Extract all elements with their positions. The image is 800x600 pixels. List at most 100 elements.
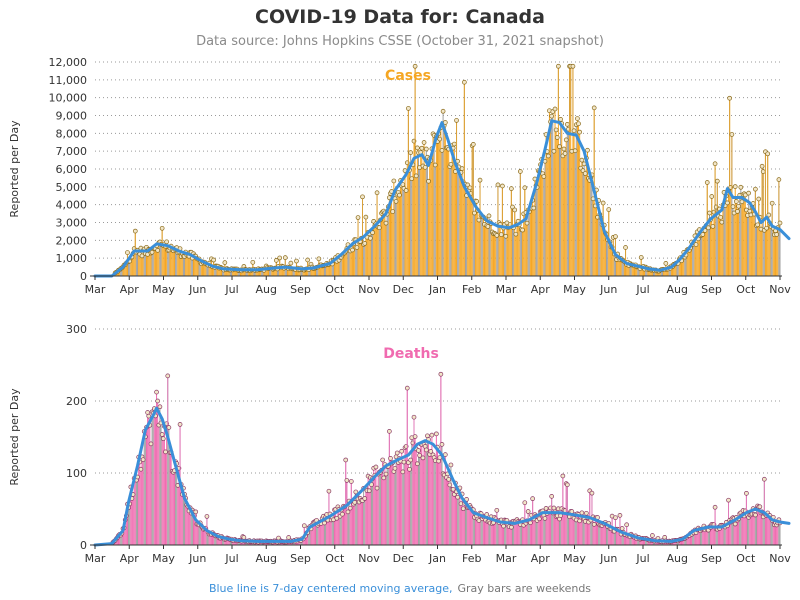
data-bar — [680, 539, 683, 545]
data-bar — [720, 217, 722, 276]
data-bar — [612, 531, 614, 545]
data-bar — [657, 271, 659, 276]
deaths-x-ticks: Mar Apr May Jun Jul Aug Sep Oct Nov Dec Jan Feb Mar A… — [85, 545, 791, 565]
data-bar — [334, 260, 336, 276]
data-bar — [580, 168, 582, 276]
data-bar — [590, 177, 592, 276]
data-point — [165, 373, 171, 379]
data-bar — [365, 217, 367, 276]
data-bar — [757, 505, 759, 545]
data-bar — [700, 530, 702, 545]
data-bar — [441, 150, 443, 276]
data-point — [735, 209, 740, 214]
data-point — [146, 413, 152, 419]
data-bar — [449, 484, 451, 545]
data-bar — [312, 522, 314, 545]
data-bar — [742, 194, 744, 276]
data-bar — [377, 474, 379, 545]
data-point — [760, 169, 766, 174]
data-bar — [451, 489, 453, 545]
data-bar — [501, 523, 503, 545]
data-point — [753, 512, 758, 518]
data-bar — [755, 225, 757, 276]
data-point — [448, 161, 454, 167]
x-tick-label: Nov — [358, 283, 380, 296]
x-tick-label: Sep — [290, 552, 311, 565]
x-tick-label: Mar — [496, 283, 517, 296]
data-bar — [582, 517, 584, 545]
data-bar — [603, 523, 605, 545]
data-bar — [168, 427, 170, 545]
data-point — [381, 475, 387, 481]
data-bar — [747, 215, 749, 276]
data-point — [549, 113, 555, 119]
data-bar — [647, 269, 649, 276]
data-bar — [291, 268, 293, 276]
data-bar — [684, 538, 686, 545]
data-bar — [393, 180, 395, 276]
data-point — [556, 63, 561, 69]
data-bar — [539, 511, 541, 545]
data-point — [739, 199, 745, 205]
data-bar — [419, 455, 421, 545]
data-point — [411, 414, 417, 420]
data-bar — [201, 527, 203, 545]
data-bar — [752, 508, 754, 545]
data-bar — [679, 257, 681, 276]
data-bar — [178, 251, 180, 276]
data-bar — [170, 246, 172, 276]
data-bar — [644, 269, 646, 276]
data-bar — [422, 165, 424, 276]
data-bar — [468, 190, 470, 276]
data-bar — [438, 461, 440, 545]
data-bar — [636, 538, 638, 545]
x-tick-label: Aug — [667, 552, 688, 565]
data-point — [409, 176, 415, 182]
data-bar — [745, 493, 747, 545]
data-bar — [649, 268, 651, 276]
data-bar — [118, 535, 120, 545]
data-bar — [173, 470, 175, 545]
data-bar — [497, 184, 499, 276]
data-bar — [550, 507, 552, 545]
data-bar — [141, 255, 143, 276]
data-bar — [197, 259, 199, 276]
data-bar — [194, 256, 196, 276]
data-bar — [499, 224, 501, 276]
data-bar — [525, 212, 527, 276]
data-bar — [217, 535, 219, 545]
data-bar — [631, 265, 633, 276]
data-bar — [546, 513, 548, 545]
data-bar — [313, 268, 315, 276]
x-tick-label: Jan — [428, 283, 446, 296]
data-point — [764, 225, 769, 231]
data-bar — [723, 192, 725, 276]
data-bar — [487, 226, 489, 276]
data-point — [509, 524, 514, 530]
data-bar — [251, 269, 253, 276]
data-bar — [378, 472, 380, 545]
data-bar — [397, 192, 399, 276]
x-tick-label: Sep — [701, 283, 722, 296]
data-bar — [713, 524, 715, 545]
data-point — [446, 477, 452, 482]
data-bar — [214, 267, 216, 276]
y-tick-label: 6,000 — [56, 163, 88, 176]
data-point — [369, 482, 374, 487]
data-point — [438, 371, 444, 377]
data-bar — [569, 516, 571, 545]
data-bar — [458, 166, 460, 276]
data-bar — [320, 523, 322, 545]
data-bar — [214, 535, 216, 545]
cases-panel-title: Cases — [385, 68, 431, 84]
data-bar — [318, 523, 320, 545]
data-bar — [383, 211, 385, 276]
data-bar — [198, 524, 200, 545]
data-bar — [609, 241, 611, 276]
data-bar — [566, 124, 568, 276]
data-point — [700, 232, 706, 237]
data-point — [757, 504, 763, 510]
data-bar — [733, 518, 735, 545]
data-bar — [158, 425, 160, 545]
